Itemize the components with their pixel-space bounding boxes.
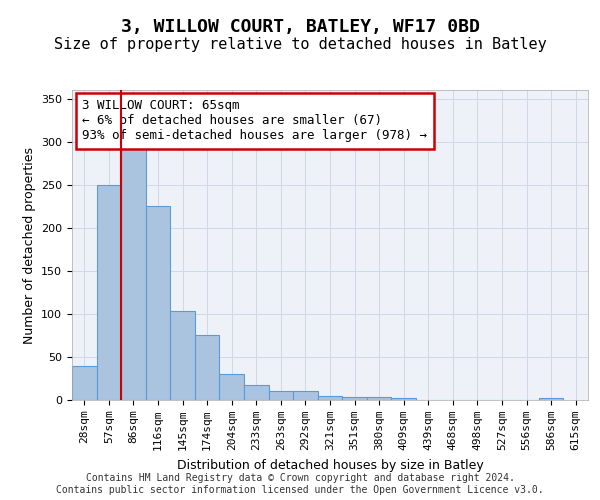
Y-axis label: Number of detached properties: Number of detached properties (23, 146, 35, 344)
X-axis label: Distribution of detached houses by size in Batley: Distribution of detached houses by size … (176, 458, 484, 471)
Text: Size of property relative to detached houses in Batley: Size of property relative to detached ho… (53, 38, 547, 52)
Bar (342, 396, 367, 400)
Bar (539, 398, 563, 400)
Bar (170, 312, 195, 400)
Bar (391, 398, 416, 400)
Bar (318, 396, 342, 400)
Bar (195, 334, 220, 400)
Bar (121, 150, 146, 400)
Bar (269, 392, 293, 400)
Text: 3 WILLOW COURT: 65sqm
← 6% of detached houses are smaller (67)
93% of semi-detac: 3 WILLOW COURT: 65sqm ← 6% of detached h… (82, 100, 427, 142)
Text: Contains HM Land Registry data © Crown copyright and database right 2024.
Contai: Contains HM Land Registry data © Crown c… (56, 474, 544, 495)
Bar (367, 398, 391, 400)
Bar (97, 184, 121, 400)
Bar (293, 392, 318, 400)
Bar (244, 384, 269, 400)
Bar (72, 366, 97, 400)
Text: 3, WILLOW COURT, BATLEY, WF17 0BD: 3, WILLOW COURT, BATLEY, WF17 0BD (121, 18, 479, 36)
Bar (220, 374, 244, 400)
Bar (146, 206, 170, 400)
